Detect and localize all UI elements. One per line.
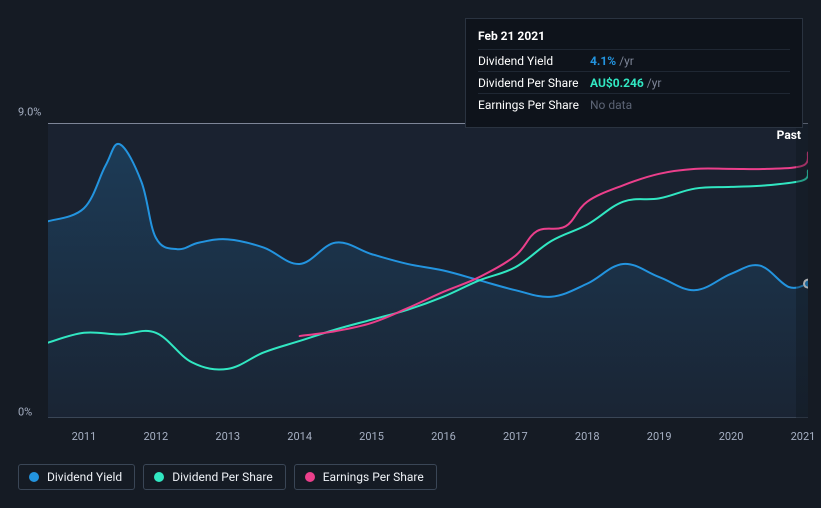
x-tick: 2013: [215, 430, 240, 443]
legend-label: Dividend Per Share: [172, 470, 273, 484]
legend-label: Earnings Per Share: [323, 470, 424, 484]
chart-plot[interactable]: [48, 123, 808, 418]
x-tick: 2015: [359, 430, 384, 443]
legend-item[interactable]: Dividend Per Share: [143, 464, 286, 490]
x-tick: 2014: [287, 430, 312, 443]
y-tick-min: 0%: [18, 406, 32, 419]
tooltip-row: Dividend Per ShareAU$0.246 /yr: [478, 71, 790, 93]
legend-dot-icon: [305, 472, 315, 482]
legend-dot-icon: [29, 472, 39, 482]
tooltip-label: Dividend Yield: [478, 52, 590, 70]
tooltip-row: Earnings Per ShareNo data: [478, 93, 790, 115]
tooltip-value: 4.1% /yr: [590, 52, 634, 70]
x-tick: 2016: [431, 430, 456, 443]
tooltip-row: Dividend Yield4.1% /yr: [478, 49, 790, 71]
chart-tooltip: Feb 21 2021 Dividend Yield4.1% /yrDivide…: [465, 18, 803, 128]
x-tick: 2018: [575, 430, 600, 443]
past-label: Past: [777, 128, 801, 142]
x-axis: 2011 2012 2013 2014 2015 2016 2017 2018 2019 2020…: [48, 430, 808, 450]
x-tick: 2020: [719, 430, 744, 443]
tooltip-date: Feb 21 2021: [478, 29, 790, 49]
legend-item[interactable]: Earnings Per Share: [294, 464, 437, 490]
legend-dot-icon: [154, 472, 164, 482]
y-tick-max: 9.0%: [18, 106, 41, 119]
tooltip-value: AU$0.246 /yr: [590, 74, 661, 92]
tooltip-label: Dividend Per Share: [478, 74, 590, 92]
x-tick: 2012: [143, 430, 168, 443]
chart-legend: Dividend Yield Dividend Per Share Earnings…: [18, 464, 437, 490]
tooltip-label: Earnings Per Share: [478, 96, 590, 114]
x-tick: 2021: [791, 430, 816, 443]
legend-item[interactable]: Dividend Yield: [18, 464, 135, 490]
x-tick: 2011: [72, 430, 97, 443]
x-tick: 2019: [647, 430, 672, 443]
chart-area: 9.0% 0%: [18, 105, 808, 425]
tooltip-value: No data: [590, 96, 632, 114]
legend-label: Dividend Yield: [47, 470, 122, 484]
x-tick: 2017: [503, 430, 528, 443]
